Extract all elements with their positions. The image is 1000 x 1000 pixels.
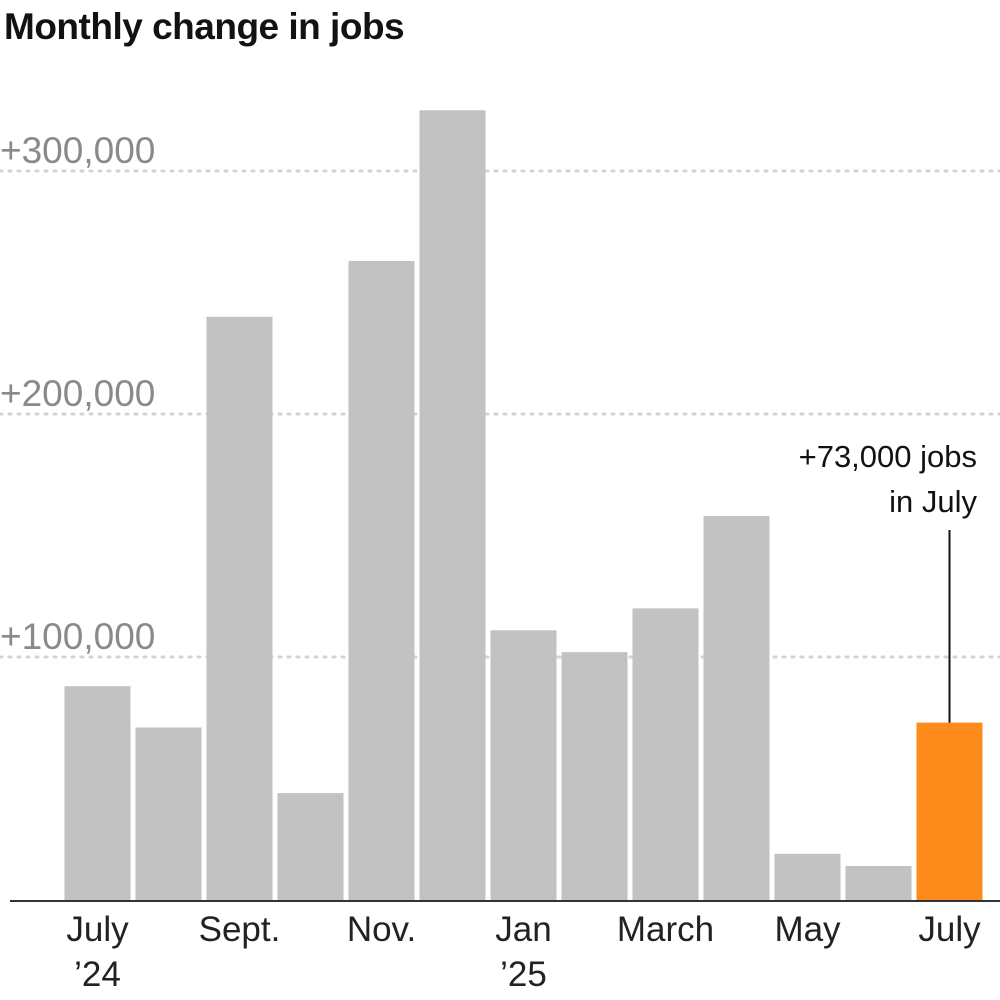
annotation-label: +73,000 jobs [799, 439, 977, 474]
x-tick-label: May [774, 910, 841, 949]
y-tick-label: +100,000 [0, 616, 155, 657]
bars [64, 110, 983, 900]
x-tick-label: March [617, 910, 714, 949]
bar [561, 652, 628, 900]
bar [419, 110, 486, 900]
bar [348, 260, 415, 900]
bar-highlight [916, 722, 983, 900]
x-tick-label: ’25 [500, 955, 547, 994]
bar [277, 793, 344, 900]
x-tick-label: Jan [495, 910, 551, 949]
bar [774, 853, 841, 900]
chart-title: Monthly change in jobs [4, 6, 405, 47]
x-tick-label: July [918, 910, 981, 949]
bar [490, 630, 557, 900]
bar [632, 608, 699, 900]
gridlines [0, 169, 1000, 659]
x-axis-tick-labels: July ’24 Sept. Nov. Jan ’25 March May July [66, 910, 981, 994]
x-tick-label: July [66, 910, 129, 949]
y-tick-label: +300,000 [0, 130, 155, 171]
x-tick-label: Sept. [199, 910, 281, 949]
bar [206, 316, 273, 900]
bar [135, 727, 202, 900]
x-tick-label: ’24 [74, 955, 121, 994]
bar [845, 865, 912, 900]
y-axis-tick-labels: +100,000 +200,000 +300,000 [0, 130, 155, 657]
bar [703, 516, 770, 900]
x-tick-label: Nov. [347, 910, 416, 949]
bar [64, 686, 131, 900]
annotation-label: in July [889, 484, 977, 519]
y-tick-label: +200,000 [0, 373, 155, 414]
annotation: +73,000 jobs in July [799, 439, 977, 723]
